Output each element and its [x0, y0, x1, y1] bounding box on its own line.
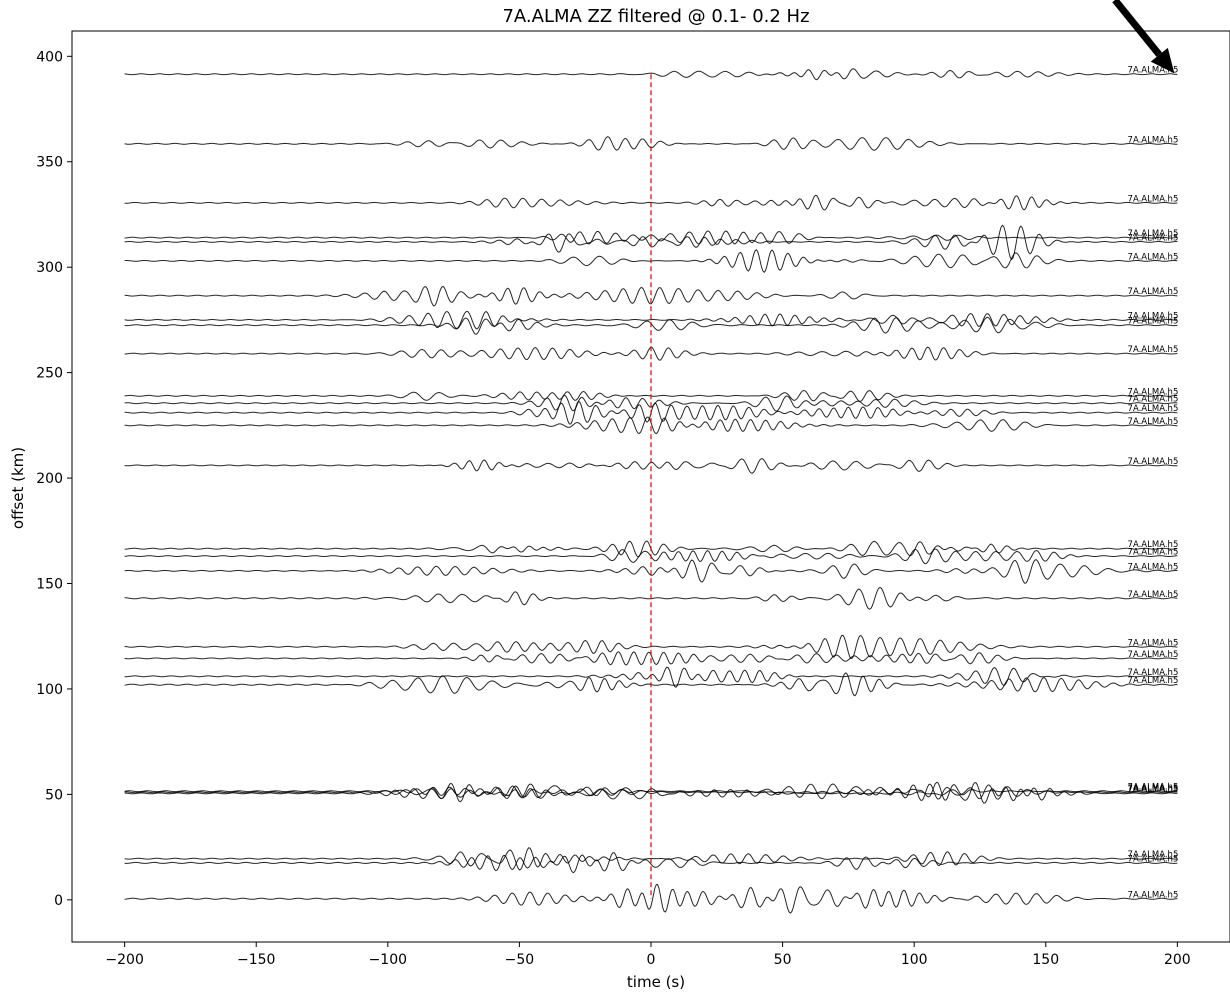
trace-label: 7A.ALMA.h5 [1128, 345, 1179, 355]
chart-title: 7A.ALMA ZZ filtered @ 0.1- 0.2 Hz [502, 6, 809, 27]
trace-label: 7A.ALMA.h5 [1128, 784, 1179, 794]
trace-label: 7A.ALMA.h5 [1128, 417, 1179, 427]
y-tick-label: 250 [36, 366, 63, 382]
trace-label: 7A.ALMA.h5 [1128, 890, 1179, 900]
trace-label: 7A.ALMA.h5 [1128, 590, 1179, 600]
trace-label: 7A.ALMA.h5 [1128, 387, 1179, 397]
trace-label: 7A.ALMA.h5 [1128, 540, 1179, 550]
trace-line [124, 852, 1178, 874]
trace-line [124, 310, 1178, 330]
trace-label: 7A.ALMA.h5 [1128, 252, 1179, 262]
trace-label: 7A.ALMA.h5 [1128, 287, 1179, 297]
y-tick-label: 0 [54, 893, 63, 909]
trace-label: 7A.ALMA.h5 [1128, 404, 1179, 414]
trace-label: 7A.ALMA.h5 [1128, 668, 1179, 678]
x-tick-label: 50 [774, 952, 792, 968]
y-tick-label: 300 [36, 260, 63, 276]
y-axis-label: offset (km) [9, 447, 27, 529]
y-tick-label: 200 [36, 471, 63, 487]
x-tick-label: 100 [901, 952, 928, 968]
x-tick-label: −200 [105, 952, 143, 968]
y-tick-label: 100 [36, 682, 63, 698]
trace-label: 7A.ALMA.h5 [1128, 650, 1179, 660]
trace-label: 7A.ALMA.h5 [1128, 317, 1179, 327]
trace-label: 7A.ALMA.h5 [1128, 194, 1179, 204]
trace-label: 7A.ALMA.h5 [1128, 395, 1179, 405]
x-tick-label: −100 [369, 952, 407, 968]
trace-line [124, 68, 1178, 81]
y-tick-label: 350 [36, 155, 63, 171]
trace-label: 7A.ALMA.h5 [1128, 457, 1179, 467]
x-axis-label: time (s) [627, 973, 685, 991]
trace-label: 7A.ALMA.h5 [1128, 854, 1179, 864]
x-tick-label: −50 [505, 952, 535, 968]
y-tick-label: 150 [36, 577, 63, 593]
trace-label: 7A.ALMA.h5 [1128, 135, 1179, 145]
x-tick-label: 150 [1032, 952, 1059, 968]
trace-label: 7A.ALMA.h5 [1128, 785, 1179, 795]
trace-label: 7A.ALMA.h5 [1128, 676, 1179, 686]
trace-line [124, 782, 1178, 803]
plot-area: −200 −150 −100 −50 0 50 100 150 200 0 50 100 150 200 2… [36, 0, 1230, 968]
arrow-shaft [1112, 0, 1162, 57]
trace-label: 7A.ALMA.h5 [1128, 311, 1179, 321]
trace-line [124, 883, 1178, 914]
trace-label: 7A.ALMA.h5 [1128, 229, 1179, 239]
trace-line [124, 285, 1178, 307]
trace-label: 7A.ALMA.h5 [1128, 548, 1179, 558]
trace-label: 7A.ALMA.h5 [1128, 850, 1179, 860]
x-tick-label: 0 [647, 952, 656, 968]
trace-label: 7A.ALMA.h5 [1128, 562, 1179, 572]
y-tick-label: 400 [36, 49, 63, 65]
trace-label: 7A.ALMA.h5 [1128, 66, 1179, 76]
trace-label: 7A.ALMA.h5 [1128, 233, 1179, 243]
trace-label: 7A.ALMA.h5 [1128, 783, 1179, 793]
trace-line [124, 559, 1178, 584]
trace-label: 7A.ALMA.h5 [1128, 638, 1179, 648]
y-tick-label: 50 [45, 787, 63, 803]
x-tick-label: −150 [237, 952, 275, 968]
arrow-head [1150, 47, 1175, 74]
x-tick-label: 200 [1164, 952, 1191, 968]
